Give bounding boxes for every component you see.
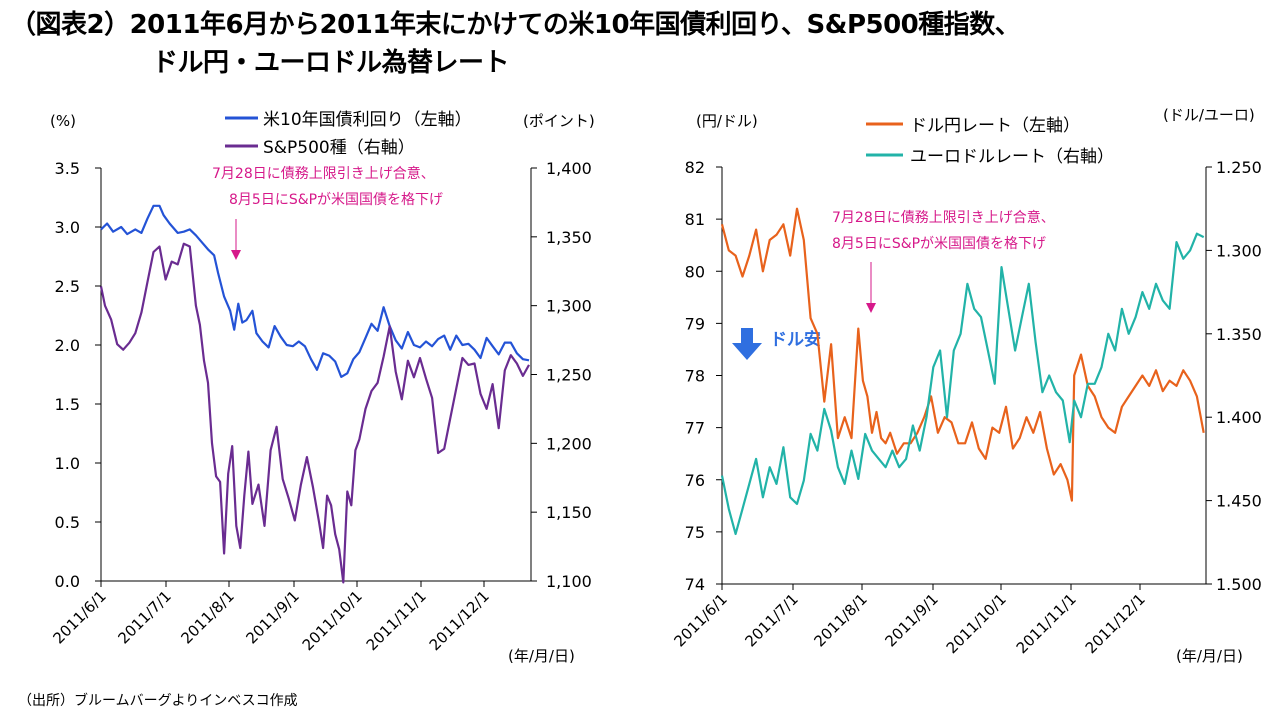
chart-2-plot: 74 75 76 77 78 79 80 81 82 1.250 1.300 1.350 1.400 1.…	[670, 158, 1261, 657]
chart-2-series-2-line	[720, 232, 1205, 536]
chart-1-legend-label-2: S&P500種（右軸）	[263, 138, 415, 158]
chart-2-right-tick-label: 1.300	[1216, 241, 1262, 260]
chart-1-left-unit: (%)	[50, 112, 76, 130]
chart-1: (%) (ポイント) (年/月/日) 米10年国債利回り（左軸） S&P500種…	[50, 110, 595, 665]
chart-2-series-1-line	[720, 207, 1205, 502]
chart-2-x-tick-label: 2011/8/1	[810, 590, 870, 650]
chart-2-legend-label-1: ドル円レート（左軸）	[910, 116, 1080, 136]
chart-2-left-tick-label: 74	[685, 575, 705, 594]
chart-2: (円/ドル) (ドル/ユーロ) (年/月/日) ドル円レート（左軸） ユーロドル…	[696, 106, 1255, 665]
chart-1-x-unit: (年/月/日)	[508, 647, 575, 665]
chart-1-left-tick-label: 2.0	[55, 336, 80, 355]
chart-1-left-tick-label: 3.5	[55, 159, 80, 178]
chart-1-x-tick-label: 2011/6/1	[49, 587, 109, 647]
chart-2-x-tick-label: 2011/6/1	[670, 590, 730, 650]
chart-2-left-tick-label: 81	[685, 210, 705, 229]
chart-2-left-tick-label: 76	[685, 471, 705, 490]
chart-2-x-unit: (年/月/日)	[1176, 647, 1243, 665]
chart-1-x-tick-label: 2011/10/1	[299, 587, 366, 654]
chart-2-right-unit: (ドル/ユーロ)	[1163, 106, 1255, 124]
chart-2-left-tick-label: 80	[685, 262, 705, 281]
title-line-2: ドル円・ユーロドル為替レート	[152, 48, 510, 78]
chart-2-right-tick-label: 1.350	[1216, 325, 1262, 344]
chart-1-annotation-line-2: 8月5日にS&Pが米国国債を格下げ	[229, 192, 443, 208]
chart-2-left-tick-label: 77	[685, 419, 705, 438]
chart-1-series-2-line	[99, 242, 530, 584]
chart-2-left-unit: (円/ドル)	[696, 112, 758, 130]
chart-2-x-tick-label: 2011/9/1	[881, 590, 941, 650]
chart-1-right-tick-label: 1,200	[546, 434, 592, 453]
dollar-weak-arrow-icon	[732, 328, 762, 360]
chart-1-right-tick-label: 1,350	[546, 228, 592, 247]
chart-1-x-tick-label: 2011/7/1	[114, 587, 174, 647]
chart-1-plot: 0.0 0.5 1.0 1.5 2.0 2.5 3.0 3.5 1,100 1,150 1,200 1…	[49, 159, 591, 654]
source-note: （出所）ブルームバーグよりインベスコ作成	[18, 693, 298, 709]
chart-1-x-tick-label: 2011/9/1	[242, 587, 302, 647]
chart-1-annotation-arrow-head	[231, 250, 241, 260]
chart-2-left-tick-label: 79	[685, 314, 705, 333]
page-title: （図表2）2011年6月から2011年末にかけての米10年国債利回り、S&P50…	[10, 6, 1270, 82]
chart-2-right-tick-label: 1.400	[1216, 408, 1262, 427]
chart-2-x-tick-label: 2011/10/1	[943, 590, 1010, 657]
chart-2-left-tick-label: 82	[685, 158, 705, 177]
chart-1-left-tick-label: 2.5	[55, 277, 80, 296]
chart-1-x-tick-label: 2011/8/1	[177, 587, 237, 647]
chart-1-left-tick-label: 0.0	[55, 572, 80, 591]
chart-1-x-tick-label: 2011/11/1	[363, 587, 430, 654]
chart-2-right-tick-label: 1.450	[1216, 492, 1262, 511]
chart-2-right-tick-label: 1.500	[1216, 575, 1262, 594]
chart-2-right-tick-label: 1.250	[1216, 158, 1262, 177]
chart-1-x-tick-label: 2011/12/1	[426, 587, 493, 654]
chart-1-series-1-line	[100, 204, 530, 378]
chart-1-legend-label-1: 米10年国債利回り（左軸）	[263, 110, 472, 130]
chart-1-right-tick-label: 1,300	[546, 297, 592, 316]
chart-1-right-tick-label: 1,250	[546, 366, 592, 385]
chart-2-annotation-line-2: 8月5日にS&Pが米国国債を格下げ	[832, 236, 1046, 252]
chart-1-left-tick-label: 1.5	[55, 395, 80, 414]
chart-2-x-tick-label: 2011/7/1	[741, 590, 801, 650]
chart-2-left-tick-label: 78	[685, 367, 705, 386]
chart-1-annotation-line-1: 7月28日に債務上限引き上げ合意、	[212, 165, 435, 182]
chart-2-x-tick-label: 2011/12/1	[1082, 590, 1149, 657]
chart-1-left-tick-label: 1.0	[55, 454, 80, 473]
chart-1-right-tick-label: 1,150	[546, 503, 592, 522]
title-line-1: （図表2）2011年6月から2011年末にかけての米10年国債利回り、S&P50…	[10, 10, 1021, 40]
chart-1-right-unit: (ポイント)	[523, 112, 595, 130]
chart-2-x-tick-label: 2011/11/1	[1013, 590, 1080, 657]
chart-2-annotation-line-1: 7月28日に債務上限引き上げ合意、	[832, 209, 1055, 226]
chart-1-right-tick-label: 1,100	[546, 572, 592, 591]
chart-2-legend-label-2: ユーロドルレート（右軸）	[910, 147, 1114, 167]
chart-2-annotation-arrow-head	[866, 303, 876, 313]
chart-1-right-tick-label: 1,400	[546, 159, 592, 178]
chart-2-left-tick-label: 75	[685, 523, 705, 542]
chart-1-left-tick-label: 0.5	[55, 513, 80, 532]
dollar-weak-label: ドル安	[770, 329, 821, 350]
chart-1-left-tick-label: 3.0	[55, 218, 80, 237]
